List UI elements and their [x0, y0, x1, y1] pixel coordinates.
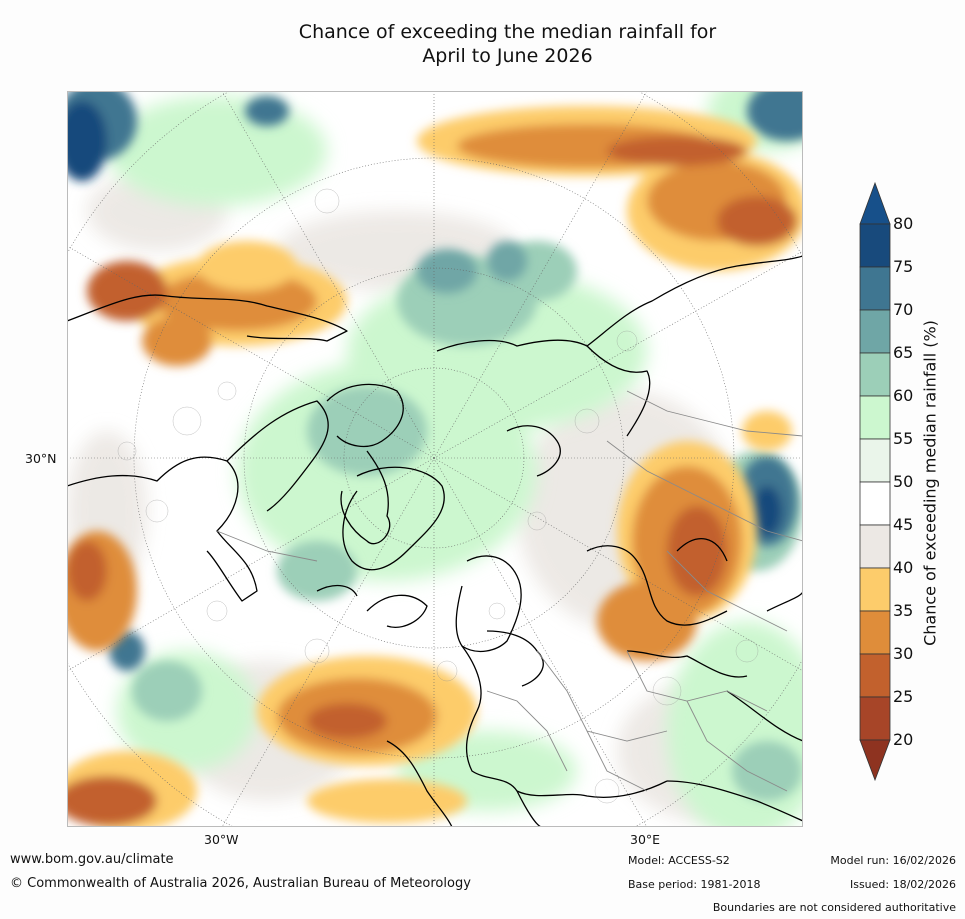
- colorbar-tick-65: 65: [893, 343, 914, 362]
- colorbar-band-55-60: [859, 395, 891, 440]
- issued-date: Issued: 18/02/2026: [849, 878, 956, 891]
- country-borders: [216, 390, 803, 792]
- colorbar-band-75-80: [859, 223, 891, 268]
- colorbar-tick-20: 20: [893, 730, 914, 749]
- title-line-1: Chance of exceeding the median rainfall …: [298, 21, 717, 43]
- colorbar-tick-25: 25: [893, 687, 914, 706]
- colorbar-band-25-30: [859, 653, 891, 698]
- colorbar-tick-80: 80: [893, 214, 914, 233]
- colorbar-band-50-55: [859, 438, 891, 483]
- website-link[interactable]: www.bom.gov.au/climate: [10, 852, 174, 867]
- colorbar-tick-30: 30: [893, 644, 914, 663]
- colorbar-band-65-70: [859, 309, 891, 354]
- latitude-label-30n: 30°N: [25, 451, 57, 466]
- colorbar-tick-55: 55: [893, 429, 914, 448]
- model-name: Model: ACCESS-S2: [628, 854, 730, 867]
- colorbar-band-60-65: [859, 352, 891, 397]
- colorbar-band-30-35: [859, 610, 891, 655]
- colorbar-tick-75: 75: [893, 257, 914, 276]
- base-period: Base period: 1981-2018: [628, 878, 761, 891]
- model-run-date: Model run: 16/02/2026: [830, 854, 956, 867]
- colorbar-band-35-40: [859, 567, 891, 612]
- colorbar: [859, 181, 891, 782]
- title-line-2: April to June 2026: [422, 45, 593, 67]
- rainfall-map: [67, 91, 803, 827]
- colorbar-band-45-50: [859, 481, 891, 526]
- colorbar-tick-35: 35: [893, 601, 914, 620]
- colorbar-band-70-75: [859, 266, 891, 311]
- colorbar-band-40-45: [859, 524, 891, 569]
- map-frame: [67, 91, 803, 827]
- copyright-notice: © Commonwealth of Australia 2026, Austra…: [10, 876, 471, 891]
- colorbar-tick-70: 70: [893, 300, 914, 319]
- colorbar-arrow-top: [859, 181, 891, 225]
- colorbar-band-20-25: [859, 696, 891, 741]
- colorbar-tick-50: 50: [893, 472, 914, 491]
- longitude-label-30e: 30°E: [630, 832, 661, 847]
- colorbar-arrow-bottom: [859, 739, 891, 782]
- probability-field: [67, 91, 803, 827]
- colorbar-tick-60: 60: [893, 386, 914, 405]
- graticule: [67, 91, 803, 827]
- chart-title: Chance of exceeding the median rainfall …: [200, 20, 815, 68]
- colorbar-tick-45: 45: [893, 515, 914, 534]
- colorbar-tick-40: 40: [893, 558, 914, 577]
- colorbar-label: Chance of exceeding median rainfall (%): [920, 320, 940, 646]
- longitude-label-30w: 30°W: [204, 832, 239, 847]
- boundaries-disclaimer: Boundaries are not considered authoritat…: [712, 901, 956, 914]
